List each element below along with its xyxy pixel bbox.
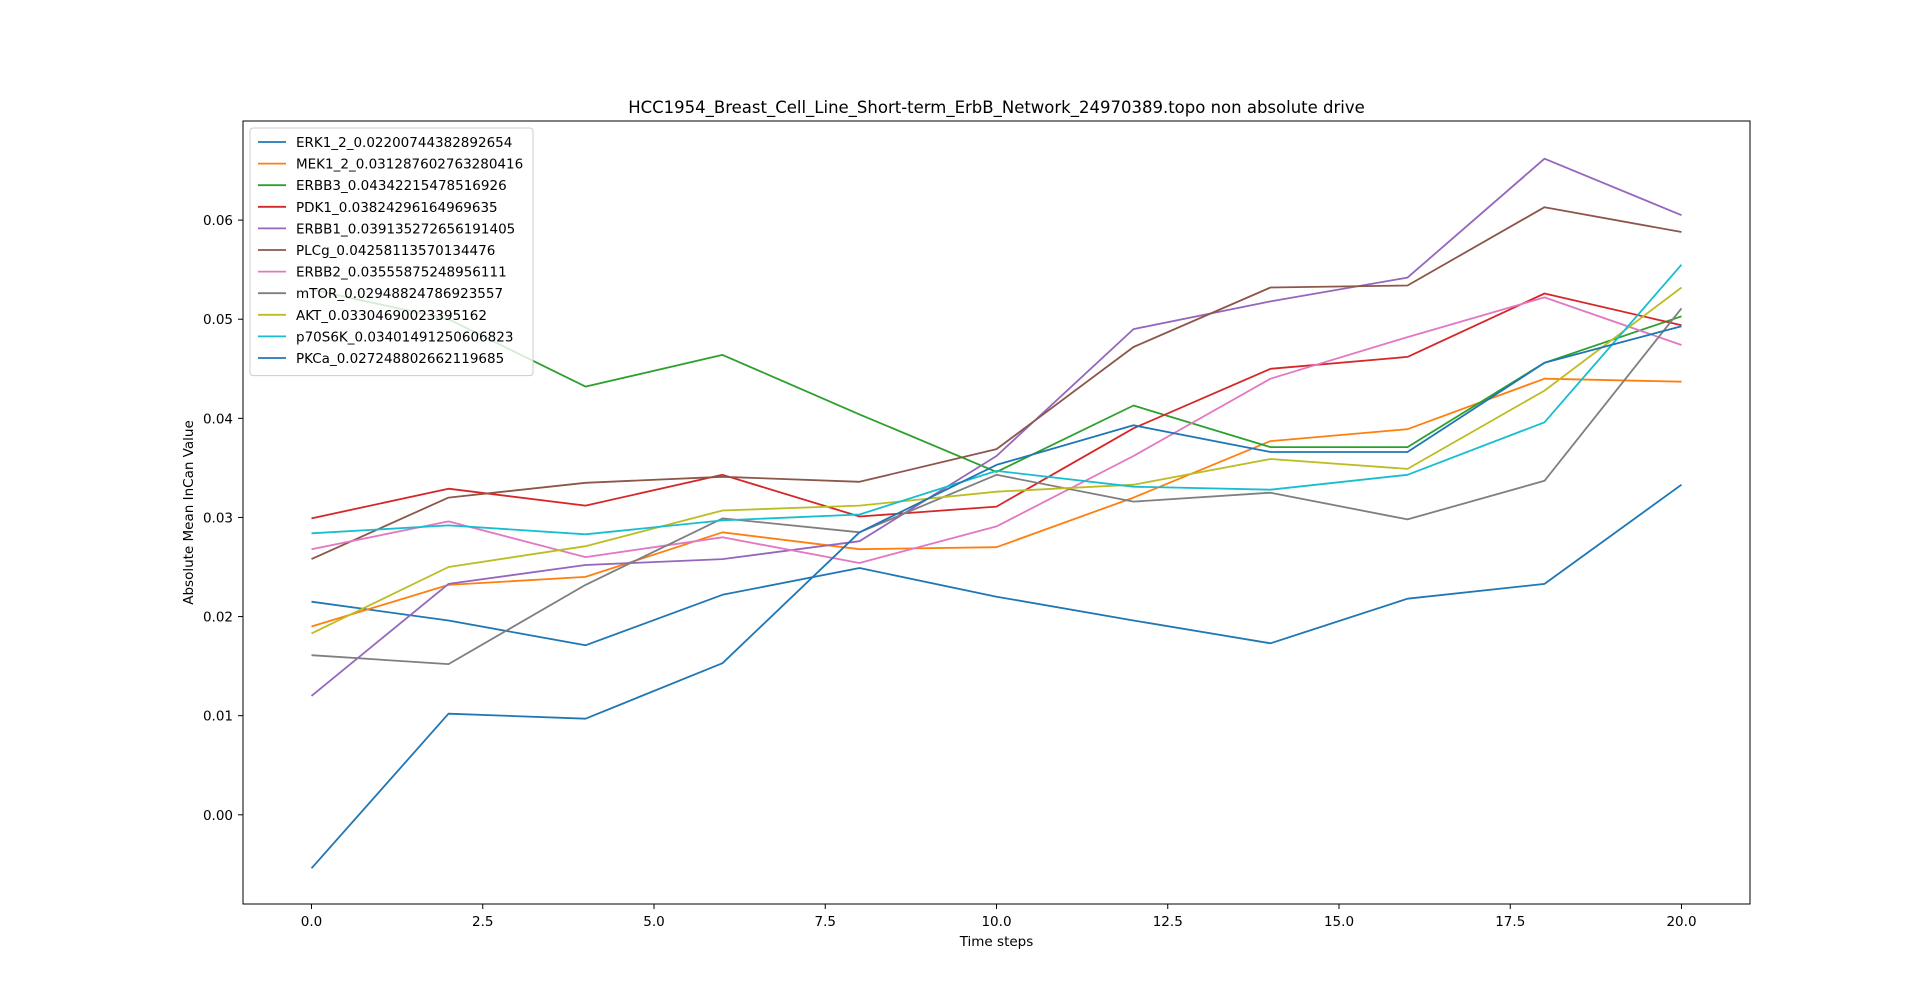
x-tick-label: 10.0 — [981, 914, 1011, 930]
legend-label: PLCg_0.04258113570134476 — [296, 243, 495, 259]
series-line-pdk1 — [311, 292, 1682, 520]
x-axis-label: Time steps — [959, 934, 1034, 950]
x-tick-label: 5.0 — [643, 914, 664, 930]
legend-label: ERBB1_0.039135272656191405 — [296, 221, 515, 237]
legend-label: AKT_0.03304690023395162 — [296, 308, 487, 324]
legend-label: ERBB3_0.04342215478516926 — [296, 178, 507, 194]
series-line-erk1-2 — [311, 483, 1683, 647]
legend-label: p70S6K_0.03401491250606823 — [296, 329, 513, 345]
legend: ERK1_2_0.02200744382892654 MEK1_2_0.03128… — [249, 127, 534, 377]
x-tick-label: 15.0 — [1324, 914, 1354, 930]
y-tick-label: 0.03 — [203, 510, 233, 526]
y-axis-label: Absolute Mean InCan Value — [181, 420, 197, 605]
series-line-mtor — [311, 307, 1683, 665]
x-tick-label: 2.5 — [472, 914, 493, 930]
x-tick-label: 0.0 — [301, 914, 322, 930]
y-tick-label: 0.00 — [203, 808, 233, 824]
axis-ticks: 0.0 2.5 5.0 7.5 10.0 12.5 15.0 17.5 20.0 0.00 0.01… — [203, 213, 1697, 930]
x-tick-label: 20.0 — [1666, 914, 1696, 930]
series-line-pkca — [310, 325, 1682, 869]
legend-label: MEK1_2_0.031287602763280416 — [296, 157, 523, 173]
y-tick-label: 0.01 — [203, 709, 233, 725]
x-tick-label: 7.5 — [815, 914, 836, 930]
chart-title: HCC1954_Breast_Cell_Line_Short-term_ErbB… — [628, 98, 1365, 118]
legend-label: mTOR_0.02948824786923557 — [296, 286, 503, 302]
legend-label: PKCa_0.027248802662119685 — [296, 351, 504, 367]
series-line-erbb1 — [310, 157, 1682, 697]
legend-label: PDK1_0.03824296164969635 — [296, 200, 498, 216]
series-line-akt — [311, 286, 1683, 635]
series-lines — [310, 157, 1683, 869]
y-tick-label: 0.02 — [203, 610, 233, 626]
series-line-p70s6k — [311, 264, 1683, 536]
plot-frame — [242, 120, 1751, 905]
series-line-erbb3 — [311, 288, 1682, 473]
x-tick-label: 17.5 — [1495, 914, 1525, 930]
x-tick-label: 12.5 — [1153, 914, 1183, 930]
y-tick-label: 0.04 — [203, 411, 233, 427]
y-tick-label: 0.05 — [203, 312, 233, 328]
series-line-erbb2 — [311, 296, 1682, 564]
y-tick-label: 0.06 — [203, 213, 233, 229]
legend-label: ERBB2_0.03555875248956111 — [296, 265, 507, 281]
legend-box — [249, 127, 534, 377]
series-line-mek1-2 — [311, 377, 1682, 628]
series-line-plcg — [311, 206, 1682, 560]
legend-label: ERK1_2_0.02200744382892654 — [296, 135, 512, 151]
